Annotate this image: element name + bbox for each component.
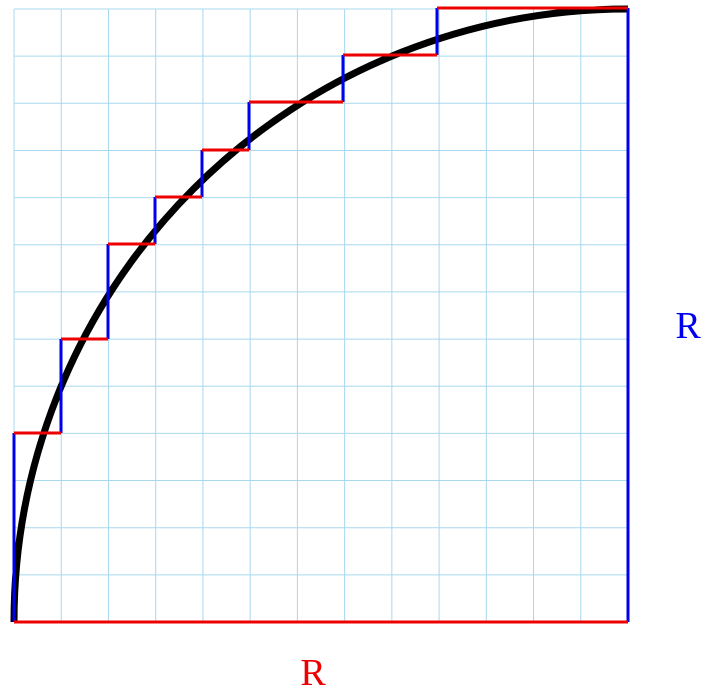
stair-treads (14, 6, 628, 624)
quarter-circle (10, 5, 629, 623)
horizontal-radius-label: R (300, 652, 326, 694)
stair-risers (12, 8, 630, 622)
vertical-radius-label: R (675, 305, 701, 347)
